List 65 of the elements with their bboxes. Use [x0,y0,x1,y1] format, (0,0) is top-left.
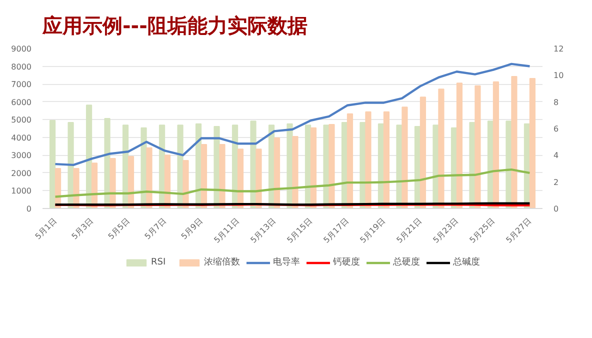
bar [110,158,116,208]
x-tick-label: 5月27日 [504,216,533,245]
bar [529,78,536,208]
y-tick-label: 0 [26,204,32,214]
bar [292,136,298,208]
line-series [54,62,531,166]
bar [383,111,390,208]
legend-label: 浓缩倍数 [204,256,240,268]
y-tick-label: 3000 [11,151,32,160]
bar [219,144,226,208]
y2-tick-label: 0 [554,204,559,214]
chart-title: 应用示例---阻垢能力实际数据 [42,14,308,38]
line-series [54,168,531,198]
x-tick-label: 5月19日 [358,216,387,245]
bar [146,147,152,208]
bar [438,88,444,208]
bar [49,120,56,208]
x-tick-label: 5月21日 [394,216,424,245]
x-tick-label: 5月13日 [248,216,278,245]
bar [274,137,280,208]
bar [68,122,74,208]
y-tick-label: 1000 [11,186,32,196]
bar [474,85,481,208]
legend-label: 总碱度 [453,256,480,268]
y2-tick-label: 6 [554,124,559,134]
bar [256,148,262,208]
x-tick-label: 5月9日 [180,216,204,242]
legend-label: 电导率 [273,256,300,268]
x-tick-label: 5月7日 [143,216,168,242]
y2-tick-label: 2 [554,178,559,187]
bar [328,124,335,208]
bar [237,148,244,208]
bar [511,76,518,208]
y-tick-label: 4000 [11,133,32,142]
y2-tick-label: 10 [554,71,564,80]
legend-label: 钙硬度 [333,256,360,268]
x-tick-label: 5月23日 [431,216,460,245]
x-tick-label: 5月3日 [70,216,95,242]
legend-label: 总硬度 [393,256,420,268]
bar [346,113,354,208]
y-tick-label: 7000 [11,80,32,90]
bar [420,96,426,208]
bar [402,106,408,208]
x-tick-label: 5月17日 [322,216,350,245]
y2-tick-label: 4 [554,151,559,160]
x-tick-label: 5月1日 [34,216,58,242]
bar [310,127,317,208]
x-tick-label: 5月15日 [285,216,314,245]
legend-label: RSI [151,257,167,267]
bar [200,144,208,208]
x-tick-label: 5月11日 [212,216,241,245]
bar [456,82,463,208]
x-tick-label: 5月25日 [468,216,496,245]
x-tick-label: 5月5日 [106,216,132,242]
y-tick-label: 5000 [11,116,32,125]
y-tick-label: 6000 [11,98,32,107]
y-tick-label: 8000 [11,62,32,72]
bar [365,111,372,208]
y-tick-label: 9000 [11,44,32,54]
y-tick-label: 2000 [11,168,32,178]
bar [182,160,189,208]
bar [492,81,500,208]
y2-tick-label: 12 [554,44,564,54]
bar [104,118,110,208]
y2-tick-label: 8 [554,98,559,107]
